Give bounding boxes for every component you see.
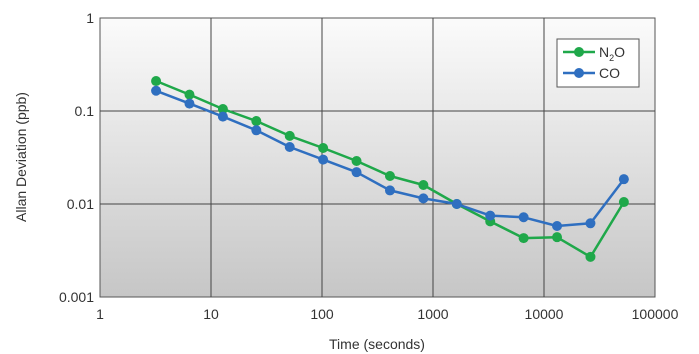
data-point-n2o <box>284 130 295 141</box>
series-co <box>151 85 629 232</box>
data-point-co <box>151 85 162 96</box>
data-point-n2o <box>518 233 529 244</box>
legend-label: N2O <box>599 44 625 63</box>
data-point-n2o <box>217 104 228 115</box>
data-point-co <box>418 193 429 204</box>
y-axis-ticks: 0.001 0.01 0.1 1 <box>59 10 94 305</box>
y-tick-label: 1 <box>86 10 94 26</box>
data-point-co <box>618 174 629 185</box>
data-point-n2o <box>351 155 362 166</box>
y-tick-label: 0.001 <box>59 289 94 305</box>
y-axis-label: Allan Deviation (ppb) <box>13 92 29 222</box>
x-axis-ticks: 1 10 100 1000 10000 100000 <box>96 306 678 322</box>
x-tick-label: 10 <box>203 306 219 322</box>
data-point-co <box>351 167 362 178</box>
x-tick-label: 1 <box>96 306 104 322</box>
data-point-co <box>217 111 228 122</box>
x-tick-label: 1000 <box>417 306 448 322</box>
legend-items: N2O CO <box>563 44 625 81</box>
legend-swatch-marker <box>574 68 584 78</box>
x-tick-label: 100 <box>310 306 334 322</box>
data-point-n2o <box>384 171 395 182</box>
y-tick-label: 0.1 <box>75 103 95 119</box>
data-point-n2o <box>585 251 596 262</box>
x-tick-label: 100000 <box>632 306 679 322</box>
legend-label: CO <box>599 65 620 81</box>
data-point-co <box>318 154 329 165</box>
data-point-n2o <box>318 143 329 154</box>
x-tick-label: 10000 <box>525 306 564 322</box>
data-point-co <box>384 185 395 196</box>
data-point-co <box>585 218 596 229</box>
x-axis-label: Time (seconds) <box>329 336 425 352</box>
data-point-n2o <box>552 232 563 243</box>
legend-item-n2o: N2O <box>563 44 625 63</box>
data-point-n2o <box>418 180 429 191</box>
data-point-co <box>485 210 496 221</box>
series-layer <box>151 76 629 262</box>
grid-lines <box>100 18 655 297</box>
data-point-co <box>552 221 563 232</box>
data-point-co <box>518 212 529 223</box>
y-tick-label: 0.01 <box>67 196 94 212</box>
data-point-co <box>184 98 195 109</box>
data-point-co <box>451 199 462 209</box>
data-point-n2o <box>251 116 262 127</box>
legend-box <box>556 38 640 88</box>
data-point-n2o <box>184 89 195 100</box>
legend-swatch-marker <box>574 47 584 57</box>
legend: N2O CO <box>556 38 640 88</box>
data-point-n2o <box>618 197 629 208</box>
data-point-co <box>251 125 262 136</box>
data-point-co <box>284 142 295 153</box>
data-point-n2o <box>151 76 162 87</box>
legend-item-co: CO <box>563 65 620 81</box>
